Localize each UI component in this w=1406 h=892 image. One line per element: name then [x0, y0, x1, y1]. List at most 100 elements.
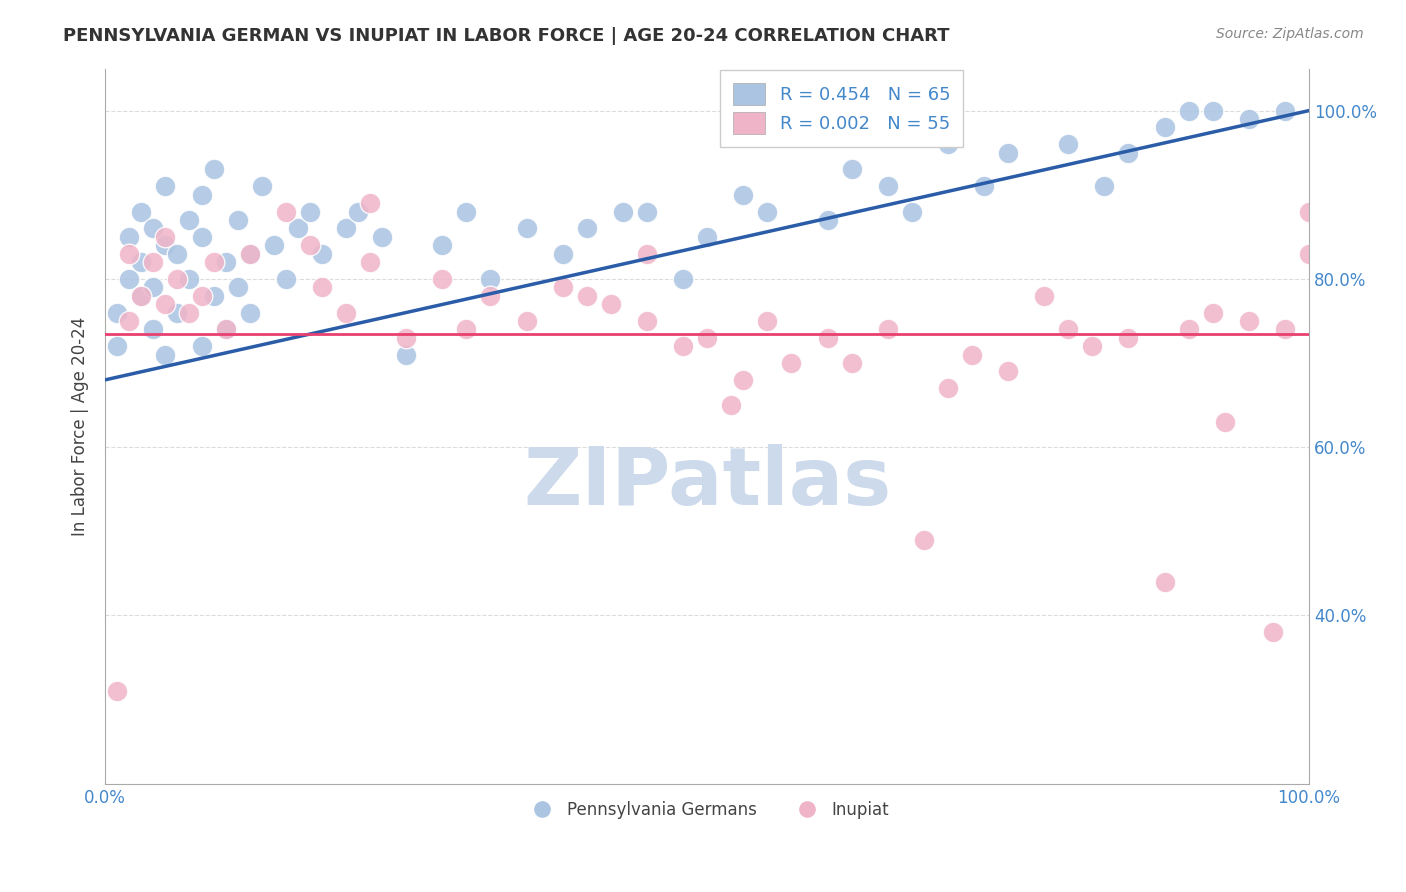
- Point: [1274, 322, 1296, 336]
- Point: [395, 331, 418, 345]
- Point: [142, 221, 165, 235]
- Point: [1118, 331, 1140, 345]
- Point: [1237, 314, 1260, 328]
- Point: [479, 272, 502, 286]
- Point: [841, 162, 863, 177]
- Point: [166, 305, 188, 319]
- Point: [359, 255, 381, 269]
- Point: [239, 246, 262, 260]
- Point: [817, 331, 839, 345]
- Point: [155, 348, 177, 362]
- Point: [901, 204, 924, 219]
- Point: [720, 398, 742, 412]
- Point: [166, 246, 188, 260]
- Point: [118, 314, 141, 328]
- Point: [1274, 103, 1296, 118]
- Point: [912, 533, 935, 547]
- Point: [142, 322, 165, 336]
- Text: Source: ZipAtlas.com: Source: ZipAtlas.com: [1216, 27, 1364, 41]
- Point: [226, 280, 249, 294]
- Point: [190, 229, 212, 244]
- Point: [311, 246, 333, 260]
- Point: [1202, 103, 1225, 118]
- Point: [359, 196, 381, 211]
- Point: [371, 229, 394, 244]
- Point: [202, 255, 225, 269]
- Point: [696, 331, 718, 345]
- Point: [1213, 415, 1236, 429]
- Point: [841, 356, 863, 370]
- Text: PENNSYLVANIA GERMAN VS INUPIAT IN LABOR FORCE | AGE 20-24 CORRELATION CHART: PENNSYLVANIA GERMAN VS INUPIAT IN LABOR …: [63, 27, 950, 45]
- Point: [274, 272, 297, 286]
- Point: [1153, 574, 1175, 589]
- Point: [131, 289, 153, 303]
- Point: [551, 280, 574, 294]
- Point: [516, 221, 538, 235]
- Point: [456, 204, 478, 219]
- Point: [105, 339, 128, 353]
- Point: [876, 179, 898, 194]
- Point: [179, 305, 201, 319]
- Point: [105, 305, 128, 319]
- Point: [202, 289, 225, 303]
- Point: [551, 246, 574, 260]
- Y-axis label: In Labor Force | Age 20-24: In Labor Force | Age 20-24: [72, 317, 89, 536]
- Point: [1057, 137, 1080, 152]
- Point: [239, 305, 262, 319]
- Point: [1298, 246, 1320, 260]
- Point: [817, 213, 839, 227]
- Legend: Pennsylvania Germans, Inupiat: Pennsylvania Germans, Inupiat: [519, 794, 896, 825]
- Point: [311, 280, 333, 294]
- Point: [696, 229, 718, 244]
- Point: [973, 179, 995, 194]
- Point: [395, 348, 418, 362]
- Point: [155, 238, 177, 252]
- Point: [298, 238, 321, 252]
- Point: [250, 179, 273, 194]
- Point: [636, 246, 658, 260]
- Point: [612, 204, 634, 219]
- Point: [780, 356, 803, 370]
- Point: [1261, 625, 1284, 640]
- Point: [214, 255, 236, 269]
- Point: [335, 221, 357, 235]
- Point: [190, 339, 212, 353]
- Point: [960, 348, 983, 362]
- Point: [599, 297, 621, 311]
- Point: [190, 187, 212, 202]
- Point: [1177, 322, 1199, 336]
- Point: [756, 314, 779, 328]
- Point: [756, 204, 779, 219]
- Point: [263, 238, 285, 252]
- Point: [131, 204, 153, 219]
- Point: [1094, 179, 1116, 194]
- Point: [118, 246, 141, 260]
- Point: [131, 255, 153, 269]
- Point: [672, 272, 695, 286]
- Point: [274, 204, 297, 219]
- Point: [997, 145, 1019, 160]
- Point: [118, 272, 141, 286]
- Point: [347, 204, 370, 219]
- Point: [432, 238, 454, 252]
- Point: [1033, 289, 1056, 303]
- Point: [1177, 103, 1199, 118]
- Point: [155, 179, 177, 194]
- Point: [575, 221, 598, 235]
- Point: [479, 289, 502, 303]
- Point: [1057, 322, 1080, 336]
- Point: [142, 255, 165, 269]
- Point: [155, 229, 177, 244]
- Point: [936, 137, 959, 152]
- Point: [733, 373, 755, 387]
- Point: [179, 213, 201, 227]
- Point: [287, 221, 309, 235]
- Point: [1118, 145, 1140, 160]
- Point: [131, 289, 153, 303]
- Point: [575, 289, 598, 303]
- Point: [672, 339, 695, 353]
- Point: [166, 272, 188, 286]
- Point: [202, 162, 225, 177]
- Point: [142, 280, 165, 294]
- Point: [1081, 339, 1104, 353]
